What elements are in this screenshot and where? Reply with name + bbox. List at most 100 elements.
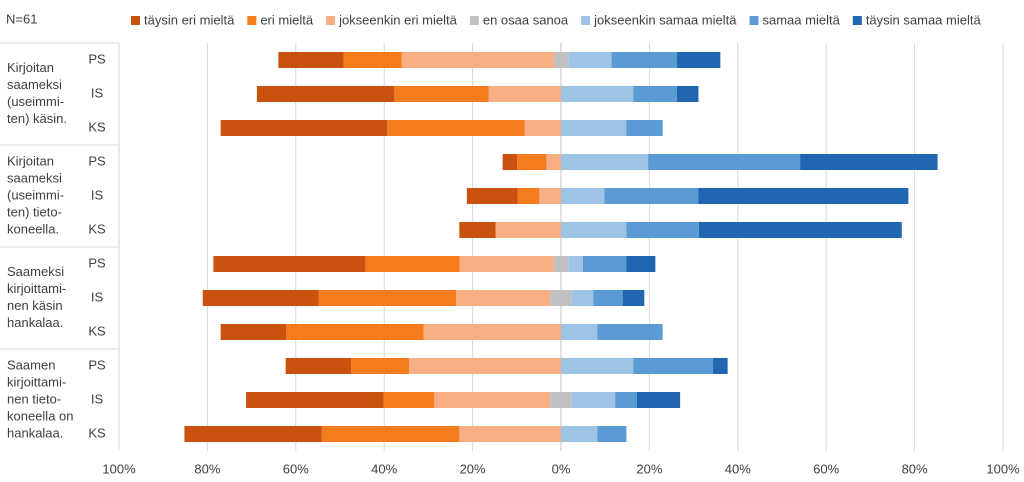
group-label: Saamen [7, 357, 55, 372]
bar-segment [568, 52, 612, 68]
bar-segment [800, 154, 938, 170]
y-tick-label: KS [88, 425, 106, 440]
bar-segment [611, 52, 678, 68]
bar-segment [524, 120, 561, 136]
bar-segment [278, 52, 344, 68]
bar-segment [550, 290, 572, 306]
group-label: nen käsin [7, 298, 63, 313]
bar-segment [321, 426, 460, 442]
bar-segment [495, 222, 561, 238]
group-label: (useimmi- [7, 94, 64, 109]
bar-segment [318, 290, 457, 306]
legend-label: jokseenkin eri mieltä [338, 12, 458, 27]
group-label: hankalaa. [7, 315, 63, 330]
bar-segment [213, 256, 366, 272]
x-tick-label: 80% [194, 461, 220, 476]
x-tick-label: 80% [902, 461, 928, 476]
group-label: kirjoittami- [7, 374, 66, 389]
group-label: hankalaa. [7, 425, 63, 440]
bar-segment [561, 358, 634, 374]
x-tick-label: 40% [725, 461, 751, 476]
group-label: saameksi [7, 170, 62, 185]
bar-segment [383, 392, 435, 408]
bar-segment [423, 324, 561, 340]
legend-swatch [131, 16, 140, 25]
y-tick-label: KS [88, 323, 106, 338]
bar-segment [615, 392, 637, 408]
group-label: ten) tieto- [7, 204, 62, 219]
bar-segment [220, 324, 287, 340]
legend-label: eri mieltä [260, 12, 314, 27]
y-tick-label: KS [88, 119, 106, 134]
bar-segment [561, 222, 627, 238]
x-tick-label: 20% [636, 461, 662, 476]
bar-segment [488, 86, 561, 102]
bar-segment [604, 188, 699, 204]
group-label: Kirjoitan [7, 60, 54, 75]
bar-segment [434, 392, 551, 408]
group-label: (useimmi- [7, 187, 64, 202]
bar-segment [286, 324, 424, 340]
bar-segment [408, 358, 561, 374]
x-tick-label: 0% [552, 461, 571, 476]
y-tick-label: KS [88, 221, 106, 236]
bar-segment [202, 290, 319, 306]
bar-segment [698, 222, 902, 238]
group-label: nen tieto- [7, 391, 61, 406]
group-label: ten) käsin. [7, 111, 67, 126]
legend-label: jokseenkin samaa mieltä [593, 12, 737, 27]
bar-segment [561, 154, 649, 170]
legend-label: samaa mieltä [763, 12, 841, 27]
bar-segment [561, 188, 605, 204]
y-tick-label: IS [91, 187, 104, 202]
bar-segment [553, 52, 569, 68]
bar-segment [459, 222, 496, 238]
bar-segment [502, 154, 518, 170]
bar-segment [677, 52, 721, 68]
bar-segment [568, 256, 583, 272]
x-tick-label: 100% [102, 461, 136, 476]
y-tick-label: PS [88, 357, 106, 372]
bar-segment [636, 392, 681, 408]
bar-segment [561, 426, 598, 442]
bar-segment [648, 154, 801, 170]
bar-segment [550, 392, 572, 408]
x-tick-label: 40% [371, 461, 397, 476]
bar-segment [597, 324, 663, 340]
bar-segment [401, 52, 554, 68]
legend-swatch [326, 16, 336, 25]
x-tick-label: 60% [283, 461, 309, 476]
bar-segment [394, 86, 489, 102]
group-label: saameksi [7, 77, 62, 92]
bar-segment [456, 290, 551, 306]
bar-segment [246, 392, 384, 408]
bar-segment [517, 188, 540, 204]
annotation: N=61 [6, 11, 37, 26]
bar-segment [459, 426, 561, 442]
legend-swatch [247, 16, 257, 25]
bar-segment [285, 358, 352, 374]
bar-segment [220, 120, 388, 136]
legend-swatch [852, 16, 862, 25]
bar-segment [365, 256, 460, 272]
bar-segment [597, 426, 627, 442]
bar-segment [713, 358, 728, 374]
y-tick-label: PS [88, 153, 106, 168]
x-tick-label: 60% [813, 461, 839, 476]
bar-segment [466, 188, 518, 204]
bar-segment [582, 256, 627, 272]
bar-segment [571, 392, 616, 408]
legend-swatch [749, 16, 759, 25]
bar-segment [184, 426, 322, 442]
legend-swatch [469, 16, 479, 25]
bar-segment [517, 154, 547, 170]
bar-segment [561, 324, 598, 340]
legend-swatch [581, 16, 591, 25]
bar-segment [387, 120, 525, 136]
bar-segment [633, 86, 677, 102]
legend-label: täysin samaa mieltä [866, 12, 982, 27]
bar-segment [626, 256, 656, 272]
y-tick-label: IS [91, 391, 104, 406]
y-tick-label: PS [88, 51, 106, 66]
